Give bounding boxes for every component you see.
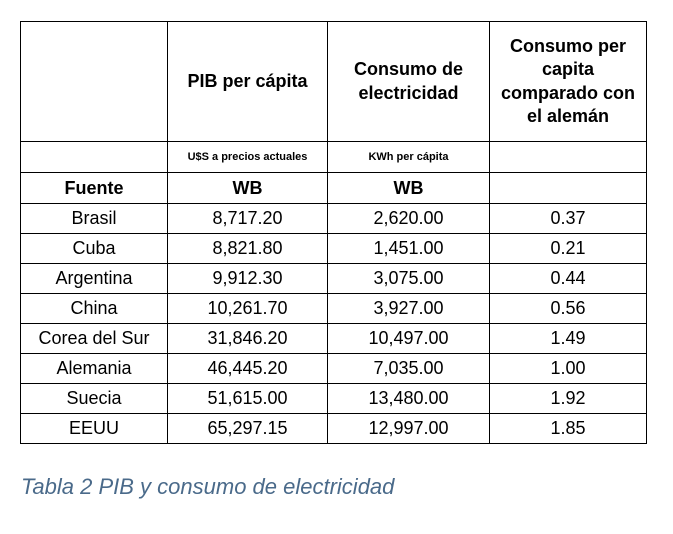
table-row: Alemania 46,445.20 7,035.00 1.00 <box>20 353 647 384</box>
header-pib: PIB per cápita <box>167 21 328 142</box>
table-header-row: PIB per cápita Consumo de electricidad C… <box>20 21 647 142</box>
source-empty-cell <box>489 172 647 204</box>
country-cell: Suecia <box>20 383 168 414</box>
consumo-cell: 10,497.00 <box>327 323 490 354</box>
data-table: PIB per cápita Consumo de electricidad C… <box>20 21 647 444</box>
ratio-cell: 0.56 <box>489 293 647 324</box>
country-cell: Alemania <box>20 353 168 384</box>
table-caption: Tabla 2 PIB y consumo de electricidad <box>21 474 395 499</box>
pib-cell: 9,912.30 <box>167 263 328 294</box>
source-consumo: WB <box>327 172 490 204</box>
table-row: Cuba 8,821.80 1,451.00 0.21 <box>20 233 647 264</box>
header-pib-label: PIB per cápita <box>187 70 308 91</box>
pib-cell: 65,297.15 <box>167 413 328 444</box>
consumo-cell: 7,035.00 <box>327 353 490 384</box>
country-cell: Corea del Sur <box>20 323 168 354</box>
country-cell: Cuba <box>20 233 168 264</box>
header-consumo-line2: electricidad <box>358 82 459 103</box>
header-comparado-line2: capita <box>541 59 595 80</box>
header-comparado: Consumo per capita comparado con el alem… <box>489 21 647 142</box>
consumo-cell: 2,620.00 <box>327 203 490 234</box>
country-cell: Brasil <box>20 203 168 234</box>
ratio-cell: 1.85 <box>489 413 647 444</box>
ratio-cell: 1.00 <box>489 353 647 384</box>
country-cell: EEUU <box>20 413 168 444</box>
table-row: Argentina 9,912.30 3,075.00 0.44 <box>20 263 647 294</box>
country-cell: China <box>20 293 168 324</box>
units-empty-cell <box>20 141 168 173</box>
country-cell: Argentina <box>20 263 168 294</box>
ratio-cell: 0.44 <box>489 263 647 294</box>
table-row: Corea del Sur 31,846.20 10,497.00 1.49 <box>20 323 647 354</box>
consumo-cell: 12,997.00 <box>327 413 490 444</box>
units-pib: U$S a precios actuales <box>167 141 328 173</box>
table-units-row: U$S a precios actuales KWh per cápita <box>20 141 647 173</box>
source-pib: WB <box>167 172 328 204</box>
source-label: Fuente <box>20 172 168 204</box>
consumo-cell: 1,451.00 <box>327 233 490 264</box>
consumo-cell: 3,927.00 <box>327 293 490 324</box>
ratio-cell: 0.21 <box>489 233 647 264</box>
header-comparado-line4: el alemán <box>526 105 610 126</box>
units-consumo: KWh per cápita <box>327 141 490 173</box>
pib-cell: 31,846.20 <box>167 323 328 354</box>
pib-cell: 51,615.00 <box>167 383 328 414</box>
ratio-cell: 1.92 <box>489 383 647 414</box>
consumo-cell: 13,480.00 <box>327 383 490 414</box>
ratio-cell: 0.37 <box>489 203 647 234</box>
pib-cell: 8,717.20 <box>167 203 328 234</box>
table-row: EEUU 65,297.15 12,997.00 1.85 <box>20 413 647 444</box>
header-empty-cell <box>20 21 168 142</box>
pib-cell: 8,821.80 <box>167 233 328 264</box>
ratio-cell: 1.49 <box>489 323 647 354</box>
table-source-row: Fuente WB WB <box>20 172 647 204</box>
header-consumo: Consumo de electricidad <box>327 21 490 142</box>
units-empty-cell-2 <box>489 141 647 173</box>
header-comparado-line3: comparado con <box>500 82 636 103</box>
pib-cell: 46,445.20 <box>167 353 328 384</box>
table-row: Suecia 51,615.00 13,480.00 1.92 <box>20 383 647 414</box>
pib-cell: 10,261.70 <box>167 293 328 324</box>
header-comparado-line1: Consumo per <box>509 35 626 56</box>
header-consumo-line1: Consumo de <box>353 59 463 80</box>
table-row: Brasil 8,717.20 2,620.00 0.37 <box>20 203 647 234</box>
consumo-cell: 3,075.00 <box>327 263 490 294</box>
table-row: China 10,261.70 3,927.00 0.56 <box>20 293 647 324</box>
